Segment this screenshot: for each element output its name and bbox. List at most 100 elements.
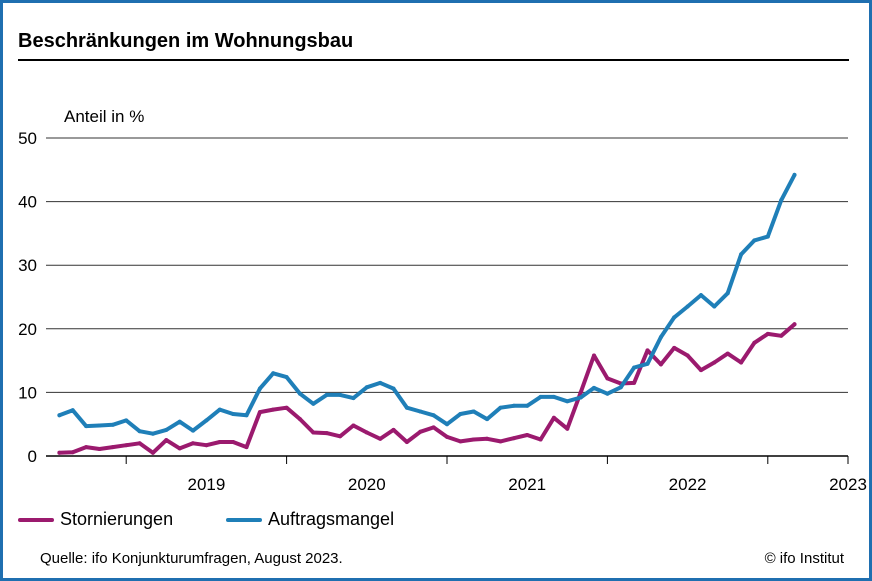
data-point-stornierungen — [739, 360, 744, 365]
data-point-auftragsmangel — [632, 365, 637, 370]
data-point-auftragsmangel — [431, 413, 436, 418]
title-rule — [18, 59, 849, 61]
data-point-stornierungen — [471, 437, 476, 442]
y-tick-labels: 0 10 20 30 40 50 — [18, 129, 37, 466]
x-tick-label-2019: 2019 — [187, 475, 225, 494]
data-point-auftragsmangel — [551, 394, 556, 399]
data-point-auftragsmangel — [739, 252, 744, 257]
data-point-stornierungen — [485, 436, 490, 441]
legend-label-stornierungen: Stornierungen — [60, 509, 174, 529]
data-point-auftragsmangel — [511, 403, 516, 408]
data-point-stornierungen — [551, 415, 556, 420]
data-point-stornierungen — [418, 429, 423, 434]
data-point-stornierungen — [231, 440, 236, 444]
data-point-stornierungen — [97, 447, 102, 451]
data-point-auftragsmangel — [485, 417, 490, 422]
data-point-auftragsmangel — [164, 427, 169, 432]
data-point-stornierungen — [84, 445, 89, 450]
data-point-auftragsmangel — [257, 386, 262, 391]
data-point-stornierungen — [685, 353, 690, 358]
data-point-stornierungen — [658, 362, 663, 367]
data-point-auftragsmangel — [97, 423, 102, 428]
data-point-auftragsmangel — [725, 291, 730, 296]
data-point-auftragsmangel — [284, 375, 289, 380]
y-axis-label: Anteil in % — [64, 107, 144, 126]
data-point-auftragsmangel — [177, 419, 182, 424]
data-point-auftragsmangel — [391, 386, 396, 391]
x-tick-label-2023: 2023 — [829, 475, 867, 494]
x-axis: 2019 2020 2021 2022 2023 — [125, 456, 867, 494]
data-point-auftragsmangel — [792, 172, 797, 177]
data-point-stornierungen — [445, 434, 449, 439]
data-point-stornierungen — [592, 353, 596, 358]
chart-title: Beschränkungen im Wohnungsbau — [18, 30, 354, 52]
data-point-auftragsmangel — [351, 396, 356, 401]
data-point-auftragsmangel — [244, 413, 249, 418]
data-point-stornierungen — [431, 425, 436, 430]
data-point-stornierungen — [391, 427, 396, 432]
data-point-auftragsmangel — [712, 304, 717, 309]
series-line-auftragsmangel — [57, 172, 797, 436]
data-point-auftragsmangel — [191, 428, 195, 433]
y-tick-label-40: 40 — [18, 193, 37, 212]
data-point-stornierungen — [137, 441, 142, 446]
data-point-auftragsmangel — [324, 392, 329, 397]
data-point-auftragsmangel — [685, 304, 690, 309]
y-tick-label-20: 20 — [18, 320, 37, 339]
data-point-auftragsmangel — [672, 315, 677, 320]
data-point-auftragsmangel — [298, 391, 302, 396]
y-tick-label-30: 30 — [18, 256, 37, 275]
data-point-stornierungen — [458, 439, 463, 444]
data-point-auftragsmangel — [338, 392, 343, 397]
data-point-auftragsmangel — [498, 405, 503, 410]
data-point-auftragsmangel — [765, 234, 770, 239]
data-point-stornierungen — [164, 438, 169, 443]
data-point-stornierungen — [605, 376, 610, 381]
data-point-stornierungen — [204, 443, 209, 448]
data-point-auftragsmangel — [779, 198, 784, 203]
data-point-auftragsmangel — [231, 412, 236, 416]
data-point-stornierungen — [645, 348, 650, 353]
data-point-auftragsmangel — [645, 361, 650, 366]
data-point-auftragsmangel — [605, 391, 610, 396]
data-point-auftragsmangel — [592, 385, 596, 390]
data-point-auftragsmangel — [70, 408, 75, 413]
data-point-stornierungen — [378, 436, 383, 441]
data-point-stornierungen — [191, 441, 195, 446]
data-point-stornierungen — [150, 450, 155, 455]
data-point-stornierungen — [298, 417, 302, 422]
data-point-stornierungen — [338, 434, 343, 439]
y-tick-label-0: 0 — [28, 447, 37, 466]
x-tick-label-2020: 2020 — [348, 475, 386, 494]
data-point-stornierungen — [752, 340, 757, 345]
data-point-stornierungen — [538, 437, 543, 442]
data-point-stornierungen — [404, 440, 409, 444]
source-note: Quelle: ifo Konjunkturumfragen, August 2… — [40, 550, 343, 567]
data-point-stornierungen — [124, 443, 129, 448]
data-point-stornierungen — [271, 407, 276, 412]
y-tick-label-10: 10 — [18, 383, 37, 402]
data-point-auftragsmangel — [458, 412, 463, 416]
data-point-stornierungen — [672, 345, 677, 350]
data-point-auftragsmangel — [471, 409, 476, 414]
data-point-auftragsmangel — [311, 401, 316, 406]
x-tick-label-2021: 2021 — [508, 475, 546, 494]
data-point-stornierungen — [699, 368, 703, 373]
data-point-stornierungen — [244, 445, 249, 450]
data-point-auftragsmangel — [565, 399, 570, 404]
x-tick-label-2022: 2022 — [669, 475, 707, 494]
data-point-auftragsmangel — [404, 405, 409, 410]
data-point-auftragsmangel — [525, 403, 530, 408]
series-line-stornierungen — [57, 322, 797, 455]
data-point-auftragsmangel — [217, 407, 222, 412]
data-point-stornierungen — [257, 410, 262, 415]
y-tick-label-50: 50 — [18, 129, 37, 148]
data-point-stornierungen — [351, 423, 356, 428]
legend-swatch-auftragsmangel — [226, 517, 262, 522]
data-point-stornierungen — [57, 450, 62, 455]
data-point-auftragsmangel — [57, 413, 62, 418]
data-point-stornierungen — [565, 426, 570, 431]
data-point-stornierungen — [364, 430, 369, 435]
data-point-stornierungen — [324, 431, 329, 436]
data-point-auftragsmangel — [445, 422, 449, 427]
